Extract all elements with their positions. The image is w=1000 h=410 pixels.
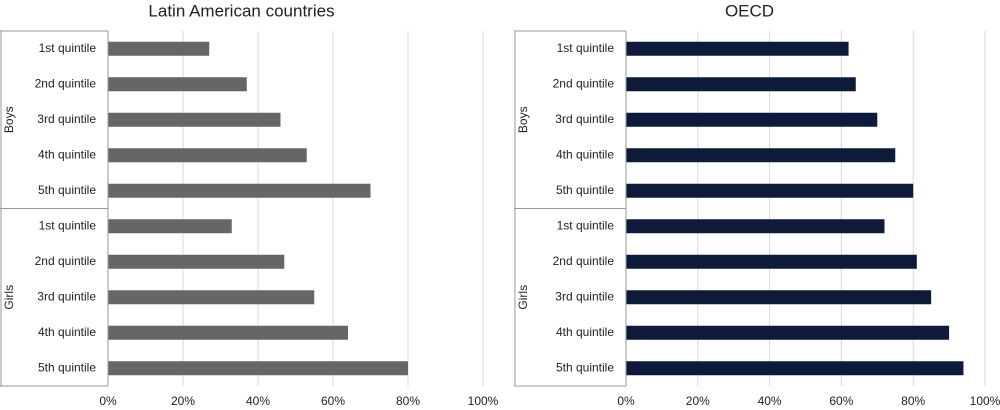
bar [108,148,307,163]
bar [626,325,950,340]
bar [108,325,348,340]
y-tick-label: 3rd quintile [37,289,96,303]
y-tick-label: 1st quintile [557,41,615,55]
x-tick-label: 40% [758,394,782,408]
y-tick-label: 5th quintile [38,360,96,374]
x-tick-label: 20% [171,394,195,408]
bar [108,41,210,56]
bar [626,183,914,198]
x-tick-label: 40% [246,394,270,408]
bar [626,361,964,376]
group-label: Boys [2,106,16,133]
bar [626,41,849,56]
y-tick-label: 4th quintile [556,147,614,161]
x-tick-label: 20% [686,394,710,408]
bar [626,77,856,92]
x-tick-label: 0% [617,394,635,408]
bar [108,183,371,198]
y-tick-label: 2nd quintile [553,254,615,268]
chart-title: Latin American countries [148,1,334,20]
y-tick-label: 2nd quintile [553,76,615,90]
x-tick-label: 100% [970,394,1000,408]
y-tick-label: 2nd quintile [35,76,97,90]
bar [108,112,281,127]
bar [626,290,932,305]
y-tick-label: 2nd quintile [35,254,97,268]
group-label: Boys [516,106,530,133]
y-tick-label: 5th quintile [38,183,96,197]
group-label: Girls [2,285,16,310]
x-tick-label: 60% [829,394,853,408]
y-tick-label: 4th quintile [556,325,614,339]
y-tick-label: 3rd quintile [555,112,614,126]
x-tick-label: 60% [321,394,345,408]
bar [626,148,896,163]
bar [108,219,232,234]
y-tick-label: 5th quintile [556,183,614,197]
bar [108,361,408,376]
x-tick-label: 0% [99,394,117,408]
chart-title: OECD [725,1,774,20]
bar [108,290,315,305]
bar [108,254,285,269]
y-tick-label: 1st quintile [39,41,97,55]
y-tick-label: 1st quintile [39,218,97,232]
x-tick-label: 100% [468,394,499,408]
bar [626,219,885,234]
bar [108,77,247,92]
y-tick-label: 5th quintile [556,360,614,374]
y-tick-label: 4th quintile [38,325,96,339]
y-tick-label: 1st quintile [557,218,615,232]
x-tick-label: 80% [396,394,420,408]
x-tick-label: 80% [901,394,925,408]
y-tick-label: 4th quintile [38,147,96,161]
bar [626,254,917,269]
bar [626,112,878,127]
group-label: Girls [516,285,530,310]
y-tick-label: 3rd quintile [37,112,96,126]
y-tick-label: 3rd quintile [555,289,614,303]
